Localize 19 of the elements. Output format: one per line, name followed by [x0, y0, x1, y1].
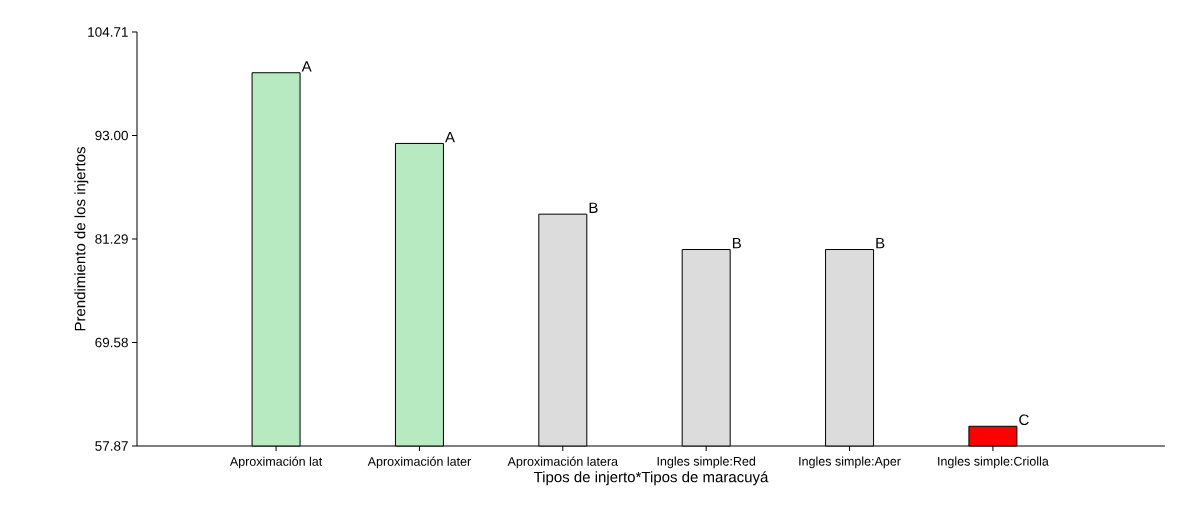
y-tick-label: 104.71 — [88, 27, 128, 37]
x-tick-label: Ingles simple:Criolla — [938, 456, 1049, 469]
y-tick-label: 93.00 — [95, 130, 128, 141]
x-tick-label: Aproximación latera — [507, 456, 619, 469]
x-tick-label: Aproximación lat — [229, 456, 323, 469]
x-tick-label: Ingles simple:Aper — [799, 456, 901, 469]
annotation: B — [589, 202, 598, 213]
y-tick-label: 57.87 — [95, 441, 128, 451]
x-tick-label: Ingles simple:Red — [657, 456, 756, 469]
y-tick-label: 69.58 — [95, 337, 128, 348]
y-tick-label: 81.29 — [95, 234, 128, 244]
annotation: A — [301, 61, 312, 72]
annotation: B — [876, 238, 885, 249]
y-axis-title: Prendimiento de los injertos — [74, 147, 89, 331]
x-tick-label: Aproximación later — [367, 456, 471, 469]
annotation: A — [445, 131, 455, 143]
annotation: B — [732, 238, 741, 249]
annotation: C — [1019, 414, 1029, 426]
x-axis-title: Tipos de injerto*Tipos de maracuyá — [533, 471, 769, 486]
